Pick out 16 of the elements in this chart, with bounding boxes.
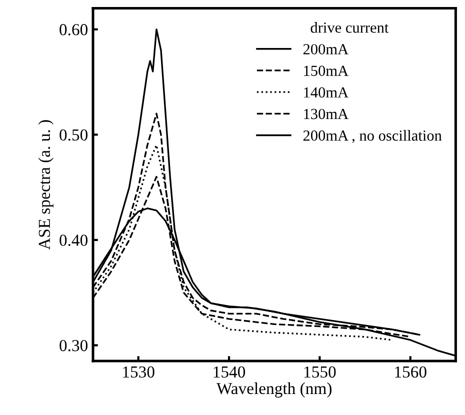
y-axis-title: ASE spectra (a. u. )	[38, 120, 54, 250]
legend-label: 150mA	[304, 66, 348, 76]
legend-label: 140mA	[304, 87, 348, 98]
x-tick-label: 1550	[304, 366, 336, 378]
x-tick-label: 1560	[395, 366, 426, 378]
y-tick-label: 0.30	[60, 340, 88, 352]
legend-label: 130mA	[304, 108, 348, 120]
x-tick-label: 1540	[214, 366, 246, 378]
y-tick-label: 0.50	[60, 129, 88, 141]
y-tick-label: 0.60	[60, 24, 88, 36]
y-tick-label: 0.40	[60, 234, 88, 246]
x-axis-title: Wavelength (nm)	[216, 382, 332, 398]
legend-title: drive current	[310, 22, 389, 33]
legend-label: 200mA	[303, 44, 348, 54]
legend-label: 200mA , no oscillation	[303, 130, 442, 143]
x-tick-label: 1530	[123, 366, 154, 378]
